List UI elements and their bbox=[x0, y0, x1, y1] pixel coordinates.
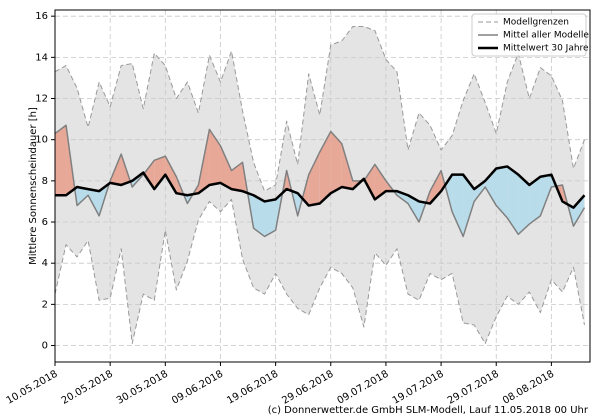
legend-label: Modellgrenzen bbox=[503, 18, 569, 28]
difference-fill bbox=[231, 162, 243, 192]
difference-fill bbox=[540, 174, 552, 216]
x-tick-label: 30.05.2018 bbox=[115, 369, 170, 407]
difference-fill bbox=[452, 174, 464, 237]
x-tick-label: 09.06.2018 bbox=[170, 369, 225, 407]
difference-fill bbox=[364, 164, 375, 200]
x-tick-label: 19.07.2018 bbox=[391, 369, 446, 407]
difference-fill bbox=[518, 174, 530, 235]
x-tick-label: 29.06.2018 bbox=[280, 369, 335, 407]
difference-fill bbox=[154, 156, 166, 190]
difference-fill bbox=[573, 195, 585, 227]
difference-fill bbox=[55, 125, 67, 196]
legend-box bbox=[471, 13, 587, 57]
y-axis-label: Mittlere Sonnenscheindauer [h] bbox=[28, 107, 39, 265]
x-tick-label: 08.08.2018 bbox=[501, 369, 556, 407]
x-tick-label: 19.06.2018 bbox=[225, 369, 280, 407]
difference-fill bbox=[496, 166, 508, 218]
y-tick-label: 8 bbox=[42, 176, 48, 187]
difference-fill bbox=[319, 131, 331, 204]
plot-area bbox=[55, 10, 590, 362]
difference-fill bbox=[430, 170, 442, 204]
difference-fill bbox=[474, 180, 486, 202]
difference-fill bbox=[463, 174, 475, 237]
x-tick-label: 29.07.2018 bbox=[446, 369, 501, 407]
difference-fill bbox=[264, 199, 276, 237]
y-tick-label: 10 bbox=[35, 135, 48, 146]
footer: (c) Donnerwetter.de GmbH SLM-Modell, Lau… bbox=[268, 405, 589, 416]
x-tick-label: 20.05.2018 bbox=[60, 369, 115, 407]
y-tick-label: 12 bbox=[35, 94, 48, 105]
difference-fill bbox=[253, 195, 265, 237]
x-tick-label: 09.07.2018 bbox=[336, 369, 391, 407]
difference-fill bbox=[209, 129, 221, 185]
lower-bound-line bbox=[55, 198, 585, 344]
plot-frame bbox=[54, 9, 591, 363]
y-tick-label: 0 bbox=[42, 341, 48, 352]
difference-fill bbox=[407, 195, 420, 223]
x-tick-label: 10.05.2018 bbox=[5, 369, 60, 407]
difference-fill bbox=[220, 145, 232, 190]
difference-fill bbox=[529, 176, 541, 225]
difference-fill bbox=[330, 131, 342, 194]
difference-fill bbox=[374, 164, 386, 200]
legend-label: Mittel aller Modelle bbox=[503, 31, 589, 41]
difference-fill bbox=[165, 156, 177, 194]
difference-fill bbox=[143, 160, 155, 190]
y-tick-label: 4 bbox=[42, 258, 48, 269]
difference-fill bbox=[308, 152, 320, 206]
y-tick-label: 2 bbox=[42, 299, 48, 310]
y-tick-label: 16 bbox=[35, 11, 48, 22]
climate-mean-line bbox=[55, 165, 586, 209]
legend-label: Mittelwert 30 Jahre bbox=[503, 44, 589, 54]
y-tick-label: 14 bbox=[35, 52, 48, 63]
difference-fill bbox=[77, 187, 89, 206]
difference-fill bbox=[507, 166, 519, 235]
upper-bound-line bbox=[55, 25, 585, 192]
y-tick-label: 6 bbox=[42, 217, 48, 228]
